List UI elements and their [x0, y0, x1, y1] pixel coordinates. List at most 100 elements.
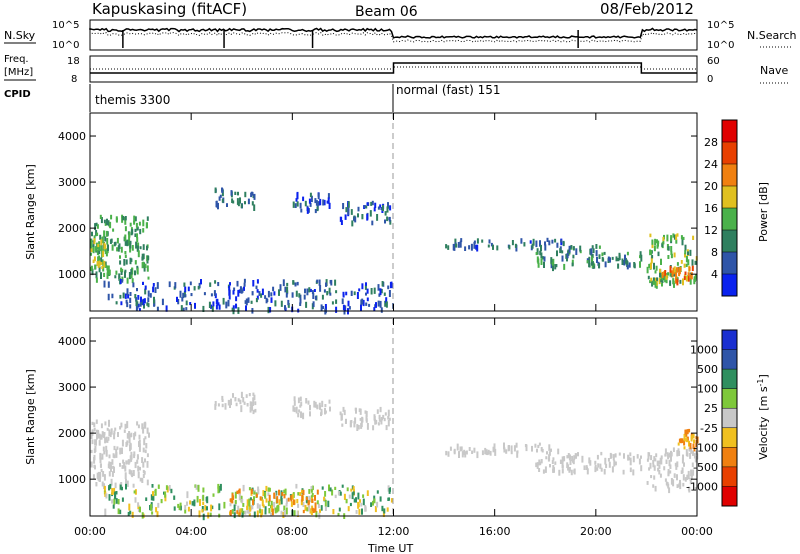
colorbar-swatch — [722, 230, 737, 252]
velocity-colorbar-tick-label: 25 — [704, 402, 718, 415]
nave-tick-bottom: 0 — [707, 74, 713, 85]
y-tick-label: 4000 — [58, 130, 86, 143]
velocity-y-ticks: 1000 2000 3000 4000 — [58, 335, 697, 486]
noise-panel-frame — [89, 19, 698, 51]
power-region-10 — [646, 233, 698, 289]
freq-tick-top: 18 — [67, 56, 80, 67]
colorbar-swatch — [722, 164, 737, 186]
colorbar-swatch — [722, 252, 737, 274]
power-colorbar: 4 8 12 16 20 24 28 — [704, 119, 738, 297]
power-region-6 — [103, 278, 394, 315]
power-colorbar-tick-label: 8 — [711, 246, 718, 259]
y-tick-label: 2000 — [58, 427, 86, 440]
y-tick-label: 1000 — [58, 268, 86, 281]
beam-title: Beam 06 — [355, 4, 418, 20]
power-region-8 — [535, 244, 601, 272]
velocity-region-3 — [292, 396, 331, 420]
x-tick-label: 00:00 — [74, 525, 106, 538]
x-tick-label: 04:00 — [175, 525, 207, 538]
nave-tick-top: 60 — [707, 56, 720, 67]
nsearch-tick-bottom: 10^0 — [707, 40, 734, 51]
velocity-colorbar-label-name: Velocity — [757, 416, 770, 460]
freq-unit-label: [MHz] — [4, 67, 33, 78]
y-tick-label: 1000 — [58, 473, 86, 486]
velocity-colorbar-unit-exp: -1 — [756, 378, 765, 386]
freq-label: Freq. — [4, 54, 29, 65]
power-colorbar-label: Power [dB] — [757, 182, 770, 242]
cpid-row: CPID themis 3300 normal (fast) 151 — [4, 83, 500, 112]
freq-traces — [90, 62, 697, 74]
nsky-trace — [89, 27, 698, 39]
colorbar-swatch — [722, 274, 737, 296]
colorbar-swatch — [722, 186, 737, 208]
velocity-colorbar-unit: [m s — [757, 386, 770, 411]
colorbar-swatch — [722, 447, 737, 467]
power-colorbar-tick-label: 4 — [711, 268, 718, 281]
velocity-region-7 — [445, 442, 560, 459]
colorbar-swatch — [722, 486, 737, 506]
power-panel-frame — [89, 112, 698, 312]
nave-trace — [90, 66, 697, 70]
power-colorbar-tick-label: 16 — [704, 202, 718, 215]
power-region-3 — [214, 187, 256, 211]
velocity-region-6 — [229, 488, 319, 518]
x-tick-label: 16:00 — [479, 525, 511, 538]
velocity-colorbar-tick-label: -100 — [693, 441, 718, 454]
y-tick-label: 3000 — [58, 381, 86, 394]
x-tick-label: 00:00 — [681, 525, 713, 538]
freq-trace — [90, 62, 697, 74]
colorbar-swatch — [722, 208, 737, 230]
freq-panel: Freq. [MHz] 18 8 60 0 Nave — [4, 54, 790, 85]
velocity-colorbar-tick-label: 1000 — [690, 344, 718, 357]
power-region-4 — [292, 191, 331, 214]
x-tick-label: 12:00 — [378, 525, 410, 538]
velocity-region-1 — [90, 419, 150, 491]
power-ylabel: Slant Range [km] — [24, 164, 37, 260]
power-colorbar-tick-label: 20 — [704, 180, 718, 193]
velocity-panel: 1000 2000 3000 4000 Slant Range [km] — [24, 317, 699, 521]
y-tick-label: 2000 — [58, 222, 86, 235]
power-colorbar-tick-label: 24 — [704, 158, 718, 171]
nsky-tick-top: 10^5 — [52, 20, 79, 31]
power-region-7 — [445, 237, 565, 252]
x-tick-label: 20:00 — [580, 525, 612, 538]
velocity-cells — [90, 391, 699, 521]
noise-traces — [89, 27, 698, 48]
velocity-colorbar-tick-label: -25 — [700, 422, 718, 435]
power-colorbar-tick-label: 12 — [704, 224, 718, 237]
cpid-segment-2: normal (fast) 151 — [396, 83, 500, 97]
velocity-colorbar: 1000 500 100 25 -25 -100 -500 -1000 — [686, 329, 738, 507]
nsearch-tick-top: 10^5 — [707, 20, 734, 31]
velocity-region-2 — [214, 391, 257, 415]
velocity-colorbar-tick-label: 500 — [697, 363, 718, 376]
power-colorbar-tick-label: 28 — [704, 136, 718, 149]
power-region-9 — [601, 251, 643, 270]
velocity-panel-frame — [89, 317, 698, 517]
power-region-2 — [90, 238, 107, 271]
colorbar-swatch — [722, 388, 737, 409]
station-title: Kapuskasing (fitACF) — [92, 0, 247, 18]
velocity-region-9 — [646, 447, 699, 494]
colorbar-swatch — [722, 408, 737, 428]
y-tick-label: 3000 — [58, 176, 86, 189]
velocity-colorbar-label: Velocity [m s-1] — [756, 374, 770, 460]
colorbar-swatch — [722, 349, 737, 370]
y-tick-label: 4000 — [58, 335, 86, 348]
velocity-ylabel: Slant Range [km] — [24, 369, 37, 465]
colorbar-swatch — [722, 369, 737, 389]
cpid-segment-1: themis 3300 — [95, 93, 170, 107]
colorbar-swatch — [722, 427, 737, 448]
power-cells — [90, 187, 698, 315]
power-region-5 — [339, 200, 392, 227]
colorbar-swatch — [722, 142, 737, 164]
power-region-11 — [659, 265, 694, 286]
velocity-colorbar-tick-label: -500 — [693, 461, 718, 474]
x-axis-label: Time UT — [367, 542, 413, 554]
date-title: 08/Feb/2012 — [600, 0, 694, 18]
cpid-label: CPID — [4, 89, 31, 100]
nsearch-label: N.Search — [747, 29, 797, 42]
noise-panel: N.Sky 10^5 10^0 10^5 10^0 N.Search — [4, 19, 797, 51]
freq-tick-bottom: 8 — [71, 74, 77, 85]
velocity-region-8 — [535, 451, 643, 476]
velocity-colorbar-tick-label: -1000 — [686, 480, 718, 493]
